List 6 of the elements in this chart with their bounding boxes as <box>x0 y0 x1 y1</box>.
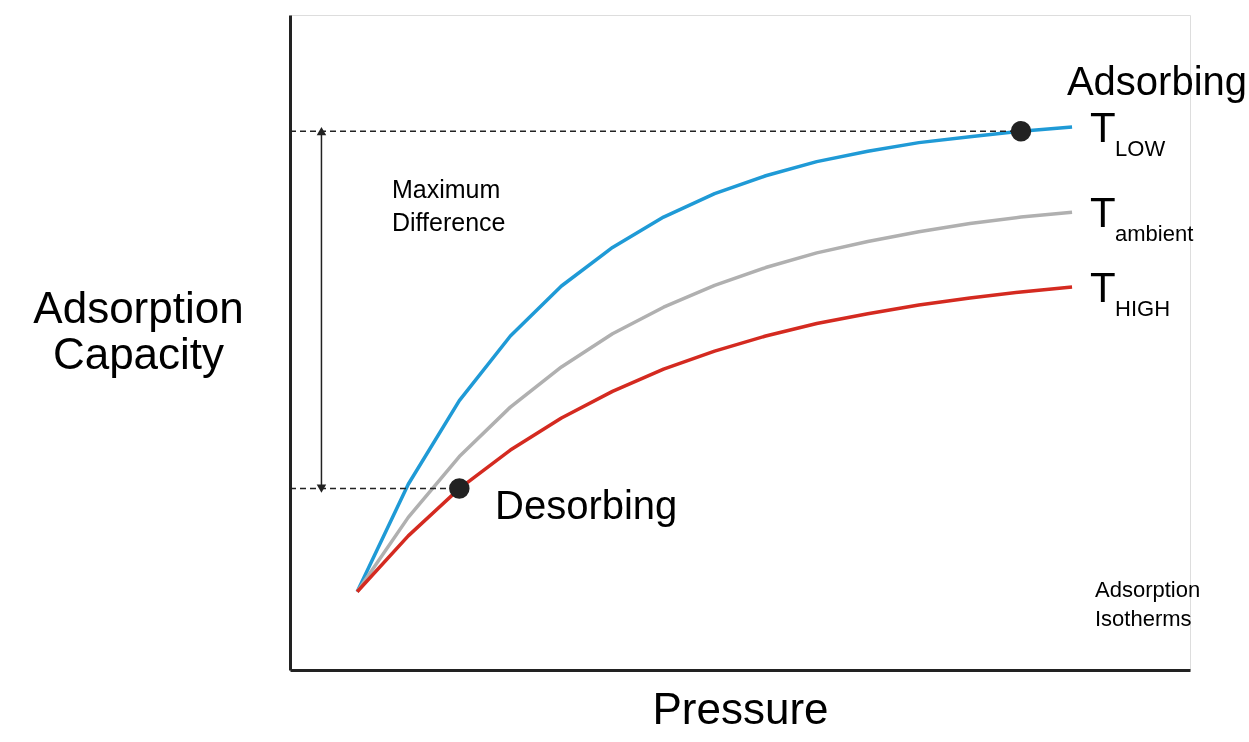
y-axis-title: Adsorption Capacity <box>33 283 244 379</box>
annotation: Desorbing <box>495 483 678 527</box>
text: Adsorbing <box>1066 59 1248 103</box>
x-axis-title: Pressure <box>652 683 829 733</box>
annotation: Maximum Difference <box>392 175 506 236</box>
annotation: Adsorption Isotherms <box>1095 577 1201 631</box>
